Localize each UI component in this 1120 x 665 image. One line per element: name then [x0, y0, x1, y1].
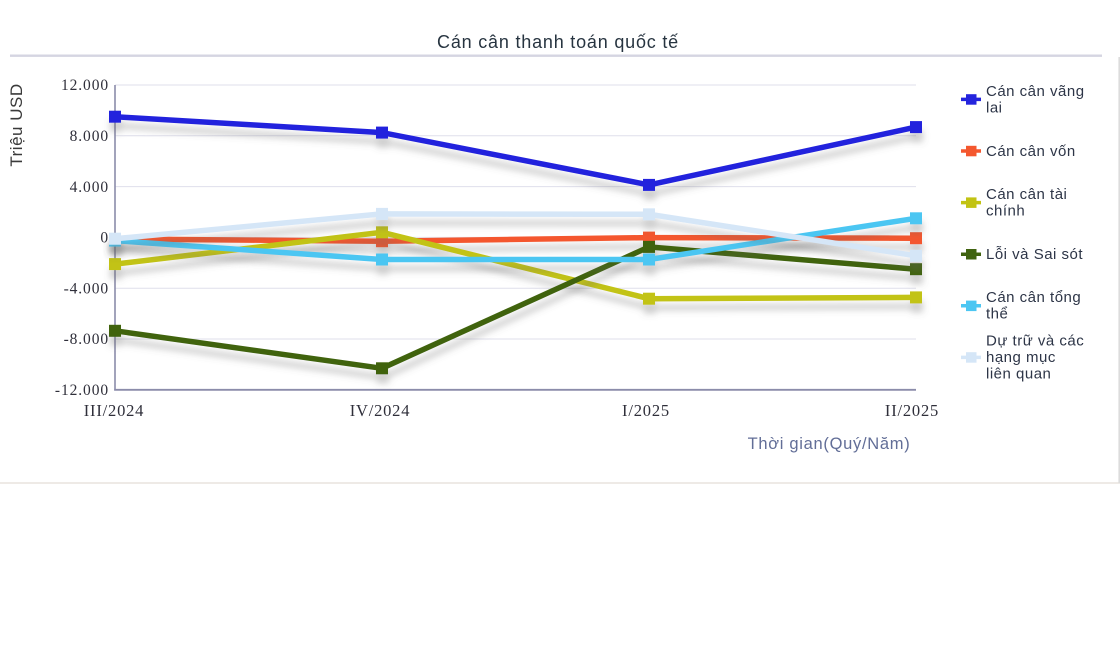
- svg-text:IV/2024: IV/2024: [350, 401, 411, 420]
- svg-text:Cán cân vãng: Cán cân vãng: [986, 83, 1085, 100]
- svg-text:liên quan: liên quan: [986, 366, 1051, 383]
- svg-text:Cán cân tổng: Cán cân tổng: [986, 289, 1081, 306]
- svg-text:Dự trữ và các: Dự trữ và các: [986, 333, 1084, 350]
- svg-text:III/2024: III/2024: [84, 401, 144, 420]
- svg-text:Lỗi và Sai sót: Lỗi và Sai sót: [986, 246, 1083, 263]
- svg-text:-12.000: -12.000: [55, 382, 109, 399]
- svg-text:thể: thể: [986, 306, 1008, 323]
- svg-text:4.000: 4.000: [70, 179, 109, 196]
- svg-text:lai: lai: [986, 99, 1003, 116]
- svg-text:0: 0: [100, 230, 109, 247]
- svg-text:hạng mục: hạng mục: [986, 349, 1056, 366]
- svg-text:-8.000: -8.000: [64, 331, 109, 348]
- svg-text:chính: chính: [986, 203, 1025, 220]
- svg-text:Thời gian(Quý/Năm): Thời gian(Quý/Năm): [748, 435, 911, 453]
- svg-text:8.000: 8.000: [70, 128, 109, 145]
- svg-text:-4.000: -4.000: [64, 280, 109, 297]
- svg-text:II/2025: II/2025: [885, 401, 939, 420]
- svg-text:Cán cân vốn: Cán cân vốn: [986, 143, 1076, 160]
- svg-text:I/2025: I/2025: [622, 401, 670, 420]
- svg-text:12.000: 12.000: [61, 77, 109, 94]
- svg-text:Cán cân thanh toán quốc tế: Cán cân thanh toán quốc tế: [437, 32, 679, 52]
- svg-text:Triệu USD: Triệu USD: [7, 83, 26, 166]
- svg-text:Cán cân tài: Cán cân tài: [986, 186, 1067, 203]
